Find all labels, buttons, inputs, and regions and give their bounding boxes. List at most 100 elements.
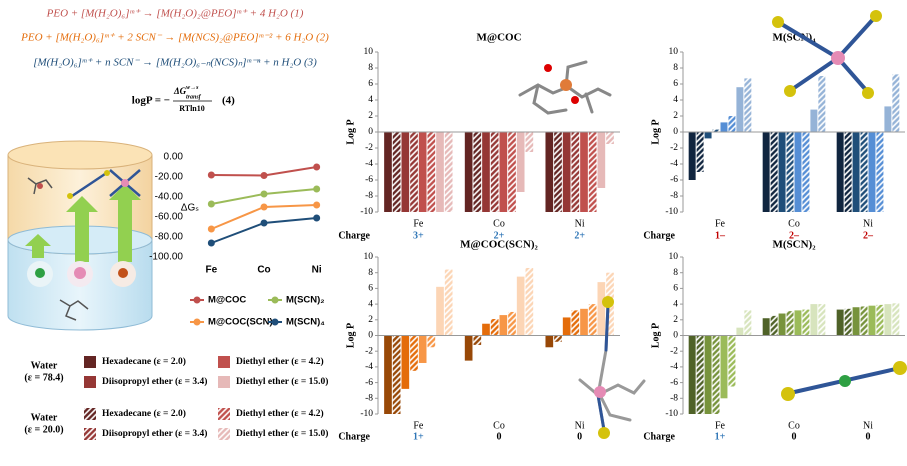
bar	[482, 323, 490, 336]
bar	[482, 132, 490, 212]
bar	[876, 304, 884, 336]
equation-1: PEO + [M(H₂O)₆]ᵐ⁺ → [M(H₂O)₂@PEO]ᵐ⁺ + 4 …	[46, 8, 304, 20]
y-tick-label: 6	[368, 79, 373, 89]
bar	[802, 132, 810, 212]
y-tick-label: -6	[670, 378, 678, 388]
point	[260, 190, 268, 198]
bar	[597, 132, 606, 188]
bar	[580, 308, 588, 336]
molecule-images	[518, 10, 907, 439]
bar	[770, 315, 778, 336]
bar	[720, 335, 728, 399]
legend-label: M@COC(SCN)₂	[208, 317, 277, 328]
charge-label: 0	[577, 431, 582, 442]
x-tick-label: Fe	[715, 420, 726, 431]
bar	[868, 305, 876, 336]
charts: 0.00 -20.00 -40.00 -60.00 -80.00 -100.00 ΔGₛ Fe…	[24, 32, 905, 442]
y-tick-label: 2	[673, 315, 678, 325]
bar	[712, 129, 720, 132]
charge-label: 0	[866, 431, 871, 442]
legend-label: M(SCN)₄	[286, 317, 325, 328]
y-tick-label: 10	[669, 252, 679, 262]
eq4-denominator: RTln10	[179, 104, 205, 113]
y-tick-label: -10	[665, 409, 678, 419]
charge-label: 2+	[574, 230, 585, 241]
bar	[844, 308, 852, 336]
y-tick-label: -4	[365, 362, 373, 372]
y-tick-label: -2	[670, 346, 678, 356]
legend-swatch	[218, 408, 230, 420]
bar	[588, 132, 597, 212]
molecule-mscn2	[781, 361, 907, 401]
legend-swatch	[218, 428, 230, 440]
bar	[778, 313, 786, 336]
y-tick-label: -10	[665, 207, 678, 217]
y-tick-label: -20.00	[155, 172, 184, 183]
bar	[516, 132, 525, 192]
y-tick-label: 6	[673, 79, 678, 89]
legend-label: Hexadecane (ε = 2.0)	[102, 356, 186, 367]
bar	[810, 304, 818, 336]
point	[207, 239, 215, 247]
point	[313, 163, 321, 171]
legend-marker	[193, 296, 201, 304]
charge-title: Charge	[643, 230, 675, 241]
y-tick-label: 2	[368, 111, 373, 121]
y-tick-label: 2	[673, 111, 678, 121]
bar	[562, 317, 571, 336]
bar	[562, 132, 571, 212]
y-tick-label: 4	[368, 95, 373, 105]
legend-marker	[193, 318, 201, 326]
y-tick-label: 10	[669, 47, 679, 57]
x-tick-label: Co	[788, 218, 800, 229]
bar	[499, 132, 508, 212]
partition-diagram	[7, 140, 153, 331]
y-tick-label: -100.00	[149, 252, 183, 263]
x-tick-label: Ni	[863, 218, 873, 229]
bar	[525, 267, 534, 336]
bar	[688, 132, 696, 180]
y-tick-label: -4	[670, 362, 678, 372]
y-tick-label: 10	[364, 47, 374, 57]
bar	[444, 269, 453, 336]
bar	[778, 132, 786, 212]
charge-title: Charge	[338, 431, 370, 442]
y-axis-label: Log P	[345, 323, 356, 348]
y-tick-label: 8	[368, 63, 373, 73]
bar	[844, 132, 852, 212]
bar	[876, 132, 884, 212]
bar	[794, 132, 802, 212]
y-axis-label: Log P	[345, 119, 356, 144]
y-tick-label: -6	[365, 175, 373, 185]
legend-group-label: Water	[31, 360, 58, 371]
y-tick-label: 8	[673, 63, 678, 73]
bar	[794, 310, 802, 336]
legend-swatch	[84, 408, 96, 420]
bar-chart: M@COC(SCN)₂ Log P -10 -8 -6 -4 -2 0 2 4 6 8 10 Fe1+ Co…	[338, 239, 620, 442]
atom	[37, 183, 43, 189]
charge-label: 3+	[413, 230, 424, 241]
bar	[762, 318, 770, 336]
bar	[427, 335, 436, 348]
y-tick-label: 2	[368, 315, 373, 325]
y-tick-label: -4	[365, 159, 373, 169]
bar	[736, 327, 744, 336]
bar	[410, 132, 418, 212]
bar	[892, 74, 900, 132]
bar	[499, 315, 508, 336]
bar	[392, 335, 401, 414]
charge-title: Charge	[338, 230, 370, 241]
bar	[554, 335, 562, 342]
bar	[401, 335, 410, 389]
legend-swatch	[218, 376, 230, 388]
x-tick-label: Ni	[312, 265, 322, 276]
bar	[464, 132, 473, 212]
y-axis-label: Log P	[650, 119, 661, 144]
point	[313, 214, 321, 222]
equation-3: [M(H₂O)₆]ᵐ⁺ + n SCN⁻ → [M(H₂O)₆₋ₙ(NCS)ₙ]…	[33, 57, 317, 69]
bar	[868, 132, 876, 212]
x-tick-label: Co	[788, 420, 800, 431]
bar	[696, 132, 704, 172]
y-tick-label: 4	[673, 95, 678, 105]
bar	[786, 132, 794, 212]
